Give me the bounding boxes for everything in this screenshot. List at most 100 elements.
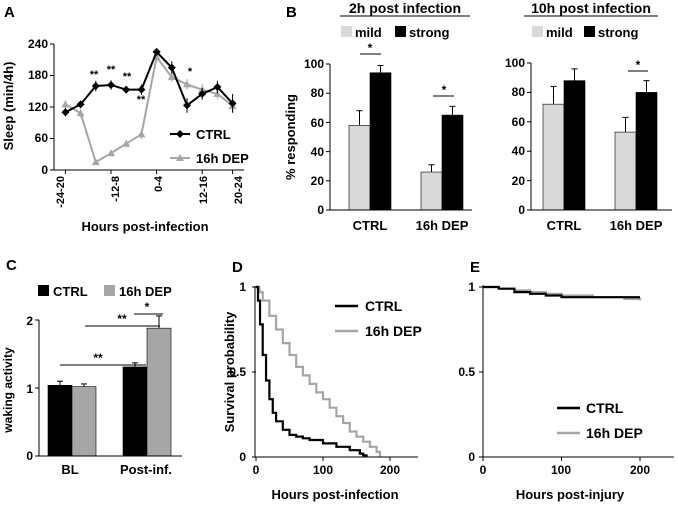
d-ytick: 1 [239,280,246,294]
d-legend-dep-label: 16h DEP [365,323,422,339]
e-legend-dep-label: 16h DEP [586,425,643,441]
panel-b1: 2h post infection mild strong 0 20 40 60… [283,0,472,233]
a-legend-dep-marker [176,154,184,161]
b1-xtick-ctrl: CTRL [353,218,388,233]
b2-legend-mild-swatch [532,26,543,37]
panel-c: CTRL 16h DEP 0 1 2 waking activity BL Po… [1,284,182,477]
a-ctrl-point [213,83,222,92]
b1-sig-star: * [368,41,373,55]
b2-bar-mild [614,131,637,211]
d-curve-ctrl [256,285,368,457]
panel-a: 0 60 120 180 240 Sleep (min/4h) -24-20 -… [1,37,249,234]
b2-ytick: 0 [518,203,525,217]
e-xlabel: Hours post-injury [516,487,625,502]
e-curve-ctrl [483,285,640,299]
b1-xtick-dep: 16h DEP [416,218,469,233]
b2-legend-mild-label: mild [546,25,573,40]
a-ctrl-point [122,85,131,94]
a-dep-point [137,130,146,138]
a-dep-point [213,89,222,97]
a-xtick-label: -12-8 [110,176,122,202]
a-xtick-label: 20-24 [233,175,245,204]
b1-bar-strong [369,72,392,211]
c-bar-16h-dep [146,327,172,457]
c-ylabel: waking activity [1,347,15,434]
a-dep-point [91,158,100,166]
a-ytick-240: 240 [28,37,48,51]
d-xlabel: Hours post-infection [271,487,398,502]
b1-ytick: 0 [317,203,324,217]
panel-d: 0 0.5 1 0 100 200 Survival probability H… [222,280,422,502]
d-curve-dep [256,285,382,457]
b2-ytick: 100 [505,56,525,70]
a-ctrl-point [183,101,191,110]
panel-e: 0 0.5 1 0 100 200 Hours post-injury CTRL… [458,280,674,502]
d-ytick: 0.5 [229,365,246,379]
b2-legend-strong-label: strong [598,25,639,40]
b1-legend-mild-swatch [341,26,352,37]
a-ytick-60: 60 [35,131,49,145]
a-ctrl-point [137,85,146,94]
b1-title: 2h post infection [349,0,461,16]
a-ctrl-point [107,80,115,89]
d-ylabel: Survival probability [222,311,237,432]
b2-bar-mild [542,103,565,211]
panel-label-d: D [232,259,243,276]
a-annotation: ** [137,94,146,106]
b1-ylabel: % responding [283,94,298,180]
c-legend-ctrl-swatch [38,285,49,296]
a-annotation: ** [107,64,116,76]
c-bar-16h-dep [71,386,97,457]
c-sig-star: ** [117,312,127,326]
b2-ytick: 60 [512,115,526,129]
d-xtick: 200 [380,463,400,477]
b2-xtick-ctrl: CTRL [547,218,582,233]
b2-ytick: 40 [512,144,526,158]
e-xtick: 200 [630,463,650,477]
a-ctrl-point [76,100,85,109]
b1-ytick: 100 [304,57,324,71]
e-ytick: 0.5 [458,365,475,379]
d-legend-ctrl-label: CTRL [365,298,403,314]
a-annotation: * [188,66,193,78]
b2-bar-strong [563,80,586,211]
a-xtick-label: -24-20 [55,176,67,208]
a-dep-point [61,100,70,108]
a-legend-ctrl-label: CTRL [196,127,231,142]
c-legend-ctrl-label: CTRL [53,284,88,299]
panel-label-a: A [4,4,15,21]
a-ctrl-point [228,99,237,108]
e-legend-ctrl-label: CTRL [586,400,624,416]
c-sig-star: * [145,300,150,314]
c-xtick-postinf: Post-inf. [120,462,172,477]
panel-label-c: C [6,257,17,274]
a-xtick-label: 12-16 [198,176,210,204]
b2-ytick: 80 [512,85,526,99]
a-xlabel: Hours post-infection [81,219,208,234]
a-xtick-label: 0-4 [153,175,165,192]
e-xtick: 100 [551,463,571,477]
e-xtick: 0 [480,463,487,477]
b2-ytick: 20 [512,174,526,188]
b1-legend-strong-label: strong [409,25,450,40]
a-dep-point [167,73,176,81]
d-ytick: 0 [239,450,246,464]
a-dep-point [76,109,85,117]
b1-legend-mild-label: mild [355,25,382,40]
a-dep-point [183,80,191,88]
a-ctrl-point [198,89,207,98]
b2-xtick-dep: 16h DEP [610,218,663,233]
a-ytick-0: 0 [41,163,48,177]
a-annotation: ** [123,71,132,83]
d-xtick: 0 [253,463,260,477]
b1-legend-strong-swatch [395,26,406,37]
d-xtick: 100 [313,463,333,477]
b2-bar-strong [635,92,658,211]
e-ytick: 0 [468,450,475,464]
b2-title: 10h post infection [531,0,651,16]
b1-ytick: 60 [311,116,325,130]
b1-ytick: 80 [311,86,325,100]
b1-bar-mild [348,125,371,211]
panel-label-e: E [470,259,480,276]
